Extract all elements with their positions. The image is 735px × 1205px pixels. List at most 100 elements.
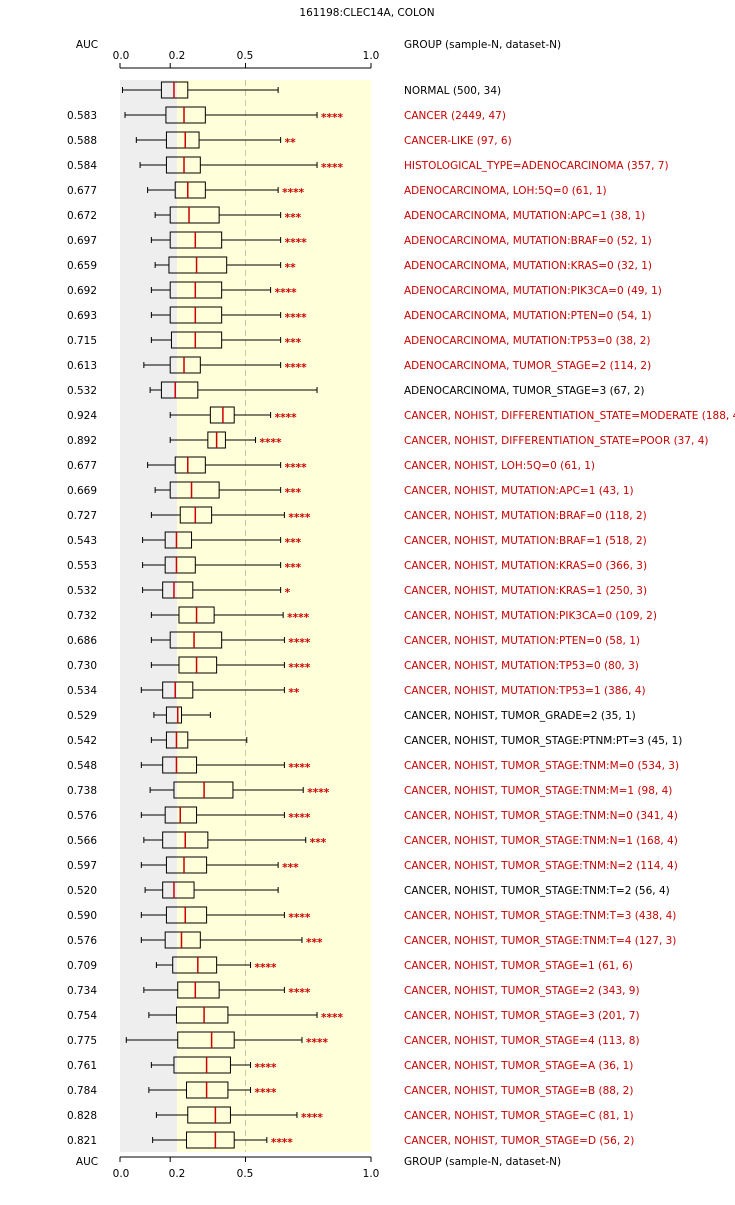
group-label: NORMAL (500, 34) — [404, 85, 501, 97]
significance-stars: **** — [288, 512, 310, 524]
auc-value: 0.529 — [67, 710, 97, 722]
group-label: CANCER, NOHIST, DIFFERENTIATION_STATE=PO… — [404, 435, 709, 447]
significance-stars: **** — [307, 787, 329, 799]
significance-stars: **** — [255, 1087, 277, 1099]
group-label: CANCER-LIKE (97, 6) — [404, 135, 512, 147]
significance-stars: **** — [275, 412, 297, 424]
auc-value: 0.553 — [67, 560, 97, 572]
box-row: 0.669 *** CANCER, NOHIST, MUTATION:APC=1 (… — [67, 481, 634, 499]
iqr-box — [168, 256, 228, 274]
group-label: CANCER, NOHIST, TUMOR_STAGE=A (36, 1) — [404, 1060, 633, 1072]
significance-stars: *** — [310, 837, 327, 849]
significance-stars: *** — [282, 862, 299, 874]
box-row: 0.693 **** ADENOCARCINOMA, MUTATION:PTEN=0… — [67, 306, 652, 324]
auc-value: 0.590 — [67, 910, 97, 922]
group-label: CANCER, NOHIST, TUMOR_STAGE:TNM:T=2 (56,… — [404, 885, 670, 897]
iqr-box — [170, 331, 223, 349]
iqr-box — [164, 556, 196, 574]
box-row: 0.686 **** CANCER, NOHIST, MUTATION:PTEN=0… — [67, 631, 640, 649]
iqr-box — [165, 131, 200, 149]
group-label: HISTOLOGICAL_TYPE=ADENOCARCINOMA (357, 7… — [404, 160, 669, 172]
group-label: ADENOCARCINOMA, LOH:5Q=0 (61, 1) — [404, 185, 607, 197]
group-label: ADENOCARCINOMA, MUTATION:BRAF=0 (52, 1) — [404, 235, 652, 247]
box-row: 0.542 CANCER, NOHIST, TUMOR_STAGE:PTNM:PT… — [67, 731, 682, 749]
auc-value: 0.677 — [67, 185, 97, 197]
box-row: 0.692 **** ADENOCARCINOMA, MUTATION:PIK3CA… — [67, 281, 662, 299]
box-row: 0.677 **** ADENOCARCINOMA, LOH:5Q=0 (61, 1… — [67, 181, 607, 199]
box-row: 0.727 **** CANCER, NOHIST, MUTATION:BRAF=0… — [67, 506, 647, 524]
auc-value: 0.892 — [67, 435, 97, 447]
significance-stars: **** — [271, 1137, 293, 1149]
iqr-box — [187, 1106, 231, 1124]
box-row: 0.730 **** CANCER, NOHIST, MUTATION:TP53=0… — [67, 656, 639, 674]
box-row: 0.576 **** CANCER, NOHIST, TUMOR_STAGE:TNM… — [67, 806, 678, 824]
iqr-box — [169, 481, 220, 499]
group-label: CANCER, NOHIST, MUTATION:PTEN=0 (58, 1) — [404, 635, 640, 647]
significance-stars: *** — [306, 937, 323, 949]
significance-stars: *** — [285, 487, 302, 499]
significance-stars: **** — [321, 112, 343, 124]
box-row: 0.588 ** CANCER-LIKE (97, 6) — [67, 131, 512, 149]
iqr-box — [169, 356, 201, 374]
auc-value: 0.520 — [67, 885, 97, 897]
chart-title: 161198:CLEC14A, COLON — [299, 7, 434, 19]
box-row: 0.892 **** CANCER, NOHIST, DIFFERENTIATION… — [67, 431, 709, 449]
header-group-label: GROUP (sample-N, dataset-N) — [404, 39, 561, 51]
significance-stars: **** — [287, 612, 309, 624]
group-label: CANCER, NOHIST, TUMOR_STAGE=2 (343, 9) — [404, 985, 640, 997]
significance-stars: **** — [288, 812, 310, 824]
auc-value: 0.732 — [67, 610, 97, 622]
auc-value: 0.828 — [67, 1110, 97, 1122]
auc-value: 0.709 — [67, 960, 97, 972]
auc-value: 0.686 — [67, 635, 97, 647]
iqr-box — [162, 881, 195, 899]
significance-stars: **** — [288, 912, 310, 924]
header-auc-label: AUC — [76, 39, 98, 51]
group-label: CANCER, NOHIST, MUTATION:KRAS=1 (250, 3) — [404, 585, 647, 597]
group-label: CANCER (2449, 47) — [404, 110, 506, 122]
auc-value: 0.821 — [67, 1135, 97, 1147]
box-row: 0.520 CANCER, NOHIST, TUMOR_STAGE:TNM:T=2… — [67, 881, 670, 899]
box-row: 0.754 **** CANCER, NOHIST, TUMOR_STAGE=3 (… — [67, 1006, 640, 1024]
iqr-box — [164, 931, 201, 949]
auc-value: 0.669 — [67, 485, 97, 497]
grey-background — [120, 80, 177, 1152]
box-row: 0.677 **** CANCER, NOHIST, LOH:5Q=0 (61, 1… — [67, 456, 595, 474]
iqr-box — [177, 1031, 235, 1049]
group-label: CANCER, NOHIST, TUMOR_GRADE=2 (35, 1) — [404, 710, 636, 722]
group-label: ADENOCARCINOMA, TUMOR_STAGE=3 (67, 2) — [404, 385, 645, 397]
auc-value: 0.532 — [67, 585, 97, 597]
iqr-box — [174, 456, 206, 474]
significance-stars: **** — [288, 987, 310, 999]
box-row: 0.821 **** CANCER, NOHIST, TUMOR_STAGE=D (… — [67, 1131, 634, 1149]
auc-value: 0.734 — [67, 985, 97, 997]
box-row: 0.715 *** ADENOCARCINOMA, MUTATION:TP53=0 … — [67, 331, 650, 349]
auc-value: 0.613 — [67, 360, 97, 372]
group-label: CANCER, NOHIST, MUTATION:KRAS=0 (366, 3) — [404, 560, 647, 572]
iqr-box — [162, 681, 194, 699]
group-label: CANCER, NOHIST, MUTATION:PIK3CA=0 (109, … — [404, 610, 657, 622]
group-label: ADENOCARCINOMA, MUTATION:KRAS=0 (32, 1) — [404, 260, 652, 272]
header-tick-label: 1.0 — [363, 50, 380, 62]
group-label: ADENOCARCINOMA, MUTATION:PIK3CA=0 (49, 1… — [404, 285, 662, 297]
box-row: 0.828 **** CANCER, NOHIST, TUMOR_STAGE=C (… — [67, 1106, 634, 1124]
box-row: 0.532 ADENOCARCINOMA, TUMOR_STAGE=3 (67, … — [67, 381, 645, 399]
box-row: 0.548 **** CANCER, NOHIST, TUMOR_STAGE:TNM… — [67, 756, 679, 774]
group-label: CANCER, NOHIST, TUMOR_STAGE:PTNM:PT=3 (4… — [404, 735, 682, 747]
significance-stars: ** — [285, 262, 296, 274]
box-row: 0.583 **** CANCER (2449, 47) — [67, 106, 506, 124]
significance-stars: **** — [285, 312, 307, 324]
box-row: 0.597 *** CANCER, NOHIST, TUMOR_STAGE:TNM:… — [67, 856, 678, 874]
auc-value: 0.542 — [67, 735, 97, 747]
iqr-box — [186, 1131, 235, 1149]
footer-tick-label: 1.0 — [363, 1168, 380, 1180]
box-row: 0.566 *** CANCER, NOHIST, TUMOR_STAGE:TNM:… — [67, 831, 678, 849]
significance-stars: *** — [285, 212, 302, 224]
iqr-box — [165, 856, 208, 874]
significance-stars: **** — [285, 362, 307, 374]
group-label: CANCER, NOHIST, MUTATION:TP53=1 (386, 4) — [404, 685, 646, 697]
box-row: NORMAL (500, 34) — [122, 81, 501, 99]
group-label: CANCER, NOHIST, TUMOR_STAGE:TNM:T=3 (438… — [404, 910, 676, 922]
group-label: CANCER, NOHIST, TUMOR_STAGE:TNM:T=4 (127… — [404, 935, 676, 947]
group-label: CANCER, NOHIST, TUMOR_STAGE:TNM:N=2 (114… — [404, 860, 678, 872]
